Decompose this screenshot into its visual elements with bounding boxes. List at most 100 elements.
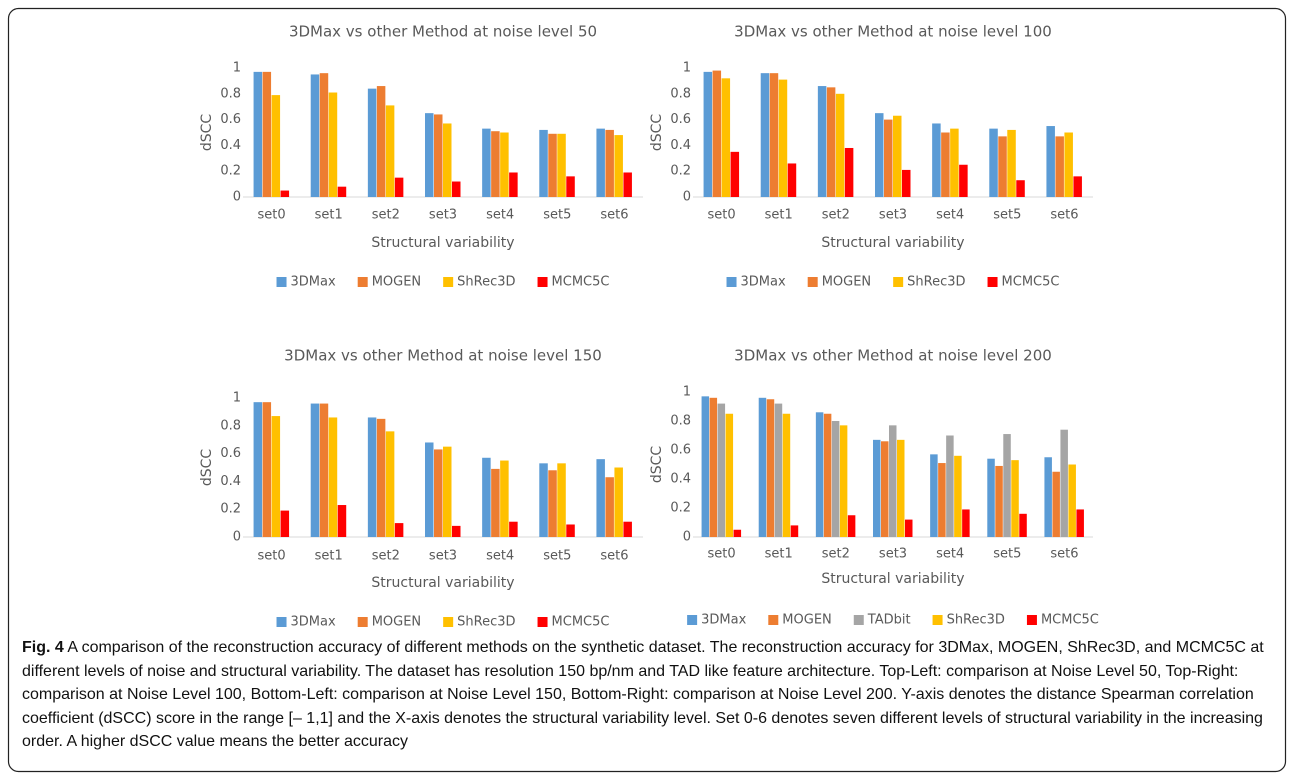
legend-swatch: [987, 277, 998, 287]
y-tick-label: 0.4: [220, 138, 241, 153]
bar: [875, 113, 884, 197]
bar: [253, 402, 263, 537]
legend-label: MCMC5C: [1002, 275, 1060, 290]
bar: [758, 397, 767, 537]
bar: [605, 129, 614, 197]
x-tick-label: set2: [822, 208, 850, 223]
x-tick-label: set5: [993, 208, 1021, 223]
legend-swatch: [443, 617, 454, 627]
x-tick-label: set5: [543, 549, 571, 564]
bar: [376, 86, 386, 197]
bar: [873, 439, 881, 537]
bar: [725, 413, 734, 537]
y-tick-label: 0.8: [670, 414, 691, 429]
y-tick-label: 1: [233, 391, 241, 406]
bar: [491, 468, 500, 537]
bar: [385, 431, 395, 537]
legend-swatch: [357, 617, 368, 627]
x-tick-label: set3: [429, 208, 457, 223]
legend-swatch: [687, 615, 698, 625]
bar: [823, 413, 832, 537]
y-tick-label: 0.2: [670, 501, 691, 516]
bar: [902, 169, 911, 197]
bar: [1064, 132, 1073, 197]
y-tick-label: 0.6: [220, 112, 241, 127]
x-tick-label: set3: [879, 208, 907, 223]
chart-title: 3DMax vs other Method at noise level 200: [734, 347, 1052, 365]
bar: [434, 449, 443, 537]
legend-swatch: [893, 277, 904, 287]
bar: [932, 123, 941, 197]
bar: [280, 510, 290, 537]
bar: [319, 73, 329, 197]
bar: [623, 172, 632, 197]
bar: [950, 128, 959, 197]
bar: [337, 505, 347, 537]
x-tick-label: set1: [765, 208, 793, 223]
bar: [328, 417, 338, 537]
bar: [482, 128, 491, 197]
legend-label: MOGEN: [372, 615, 421, 630]
y-tick-label: 1: [683, 385, 691, 400]
bar: [1046, 126, 1055, 197]
y-tick-label: 0.4: [670, 138, 691, 153]
bar: [733, 529, 742, 537]
legend-label: MOGEN: [782, 613, 831, 628]
x-tick-label: set3: [429, 549, 457, 564]
bar: [310, 74, 320, 197]
x-tick-label: set6: [1050, 208, 1078, 223]
bar: [509, 172, 518, 197]
x-tick-label: set6: [600, 549, 628, 564]
bar: [557, 133, 566, 197]
bar: [262, 71, 272, 197]
legend-swatch: [807, 277, 818, 287]
chart-title: 3DMax vs other Method at noise level 50: [289, 23, 597, 41]
legend-label: TADbit: [867, 613, 911, 628]
x-tick-label: set3: [879, 547, 907, 562]
bar: [539, 129, 548, 197]
bar: [760, 73, 770, 197]
bar: [500, 132, 509, 197]
x-tick-label: set4: [936, 208, 964, 223]
y-tick-label: 0: [683, 190, 691, 205]
y-tick-label: 0.2: [220, 164, 241, 179]
legend-swatch: [537, 617, 548, 627]
bar: [376, 418, 386, 537]
bar: [1055, 136, 1064, 197]
bar: [271, 416, 281, 537]
bar: [367, 88, 377, 197]
bar: [709, 397, 718, 537]
x-tick-label: set2: [372, 208, 400, 223]
y-tick-label: 0.4: [670, 472, 691, 487]
bar: [938, 463, 946, 537]
bar: [998, 136, 1007, 197]
bar: [897, 439, 905, 537]
x-axis-title: Structural variability: [821, 571, 964, 587]
bar: [328, 92, 338, 197]
x-tick-label: set6: [600, 208, 628, 223]
bar: [817, 86, 827, 197]
legend-swatch: [768, 615, 779, 625]
bar: [884, 119, 893, 197]
bar: [548, 133, 557, 197]
x-tick-label: set0: [258, 549, 286, 564]
legend-swatch: [443, 277, 454, 287]
legend-label: ShRec3D: [457, 275, 515, 290]
bar: [1060, 429, 1068, 537]
x-tick-label: set0: [708, 208, 736, 223]
bar: [1076, 509, 1084, 537]
legend-swatch: [357, 277, 368, 287]
x-tick-label: set6: [1050, 547, 1078, 562]
bar: [835, 93, 845, 197]
legend-label: 3DMax: [701, 613, 746, 628]
x-tick-label: set2: [372, 549, 400, 564]
bar: [941, 132, 950, 197]
legend-label: ShRec3D: [907, 275, 965, 290]
bar: [1068, 464, 1076, 537]
bar: [425, 442, 434, 537]
bar: [712, 70, 722, 197]
y-tick-label: 0.6: [220, 446, 241, 461]
caption: Fig. 4 A comparison of the reconstructio…: [22, 636, 1272, 754]
bar: [548, 470, 557, 537]
bar: [253, 71, 263, 197]
